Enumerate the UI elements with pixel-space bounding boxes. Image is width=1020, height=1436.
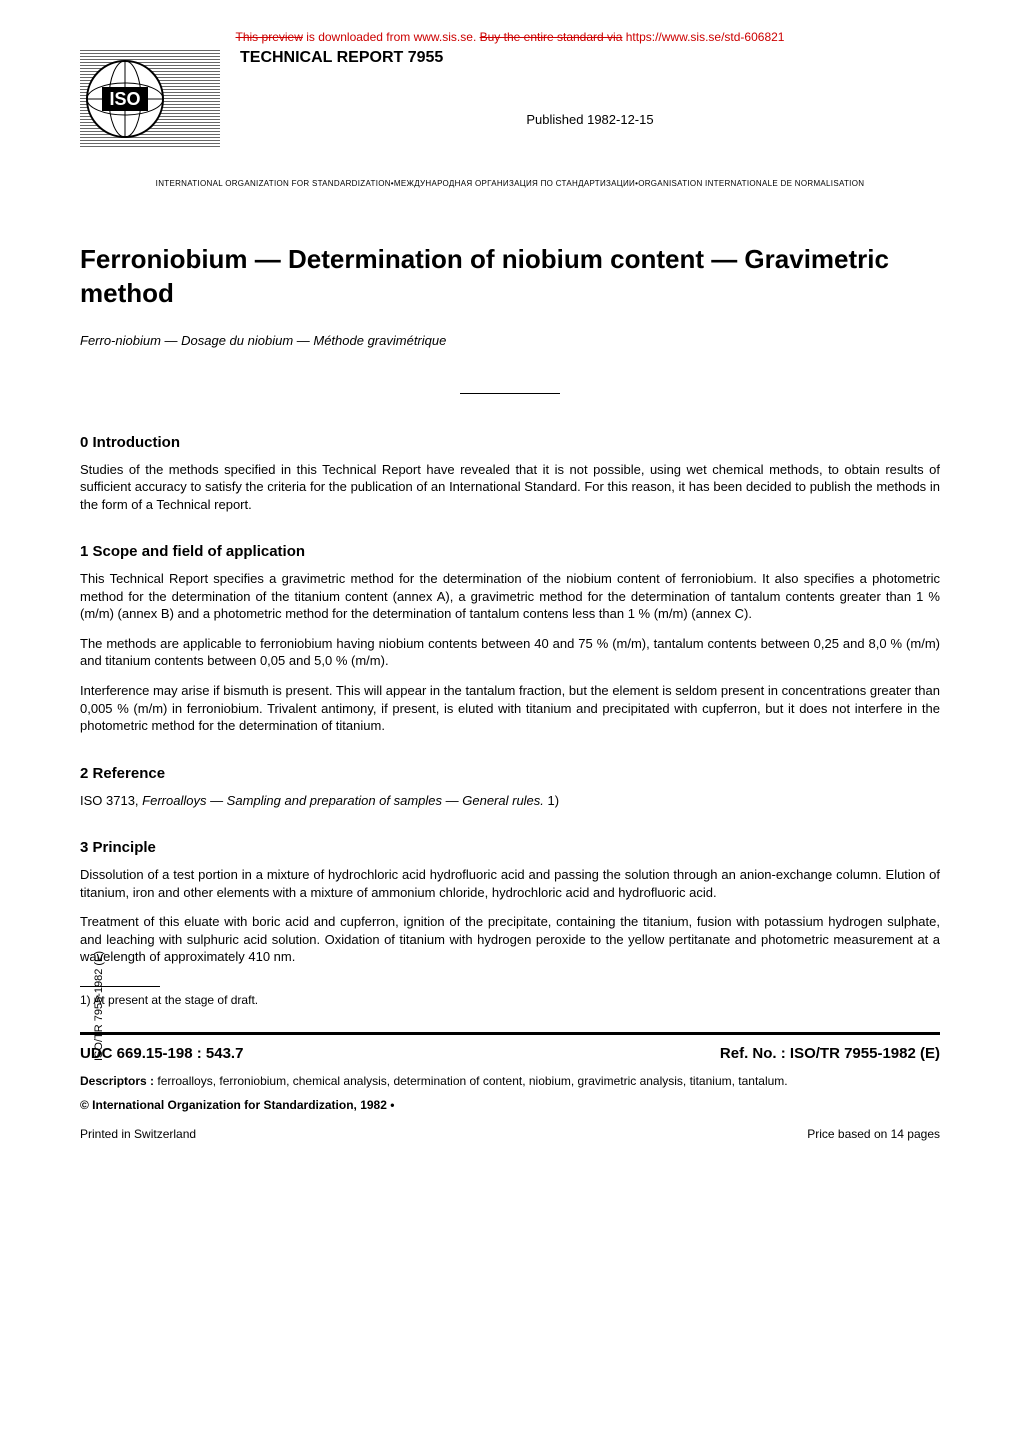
preview-banner: This preview is downloaded from www.sis.…	[80, 30, 940, 44]
section-0-p1: Studies of the methods specified in this…	[80, 461, 940, 514]
section-2-heading: 2 Reference	[80, 765, 940, 782]
printed-row: Printed in Switzerland Price based on 14…	[80, 1127, 940, 1141]
copyright-text: © International Organization for Standar…	[80, 1098, 394, 1112]
descriptors-text: ferroalloys, ferroniobium, chemical anal…	[157, 1074, 787, 1088]
section-2-sup: 1)	[544, 793, 559, 808]
section-3-p2: Treatment of this eluate with boric acid…	[80, 913, 940, 966]
subtitle: Ferro-niobium — Dosage du niobium — Méth…	[80, 333, 940, 348]
thick-rule	[80, 1032, 940, 1035]
footnote: 1) At present at the stage of draft.	[80, 993, 940, 1007]
header: ISO TECHNICAL REPORT 7955 Published 1982…	[80, 49, 940, 154]
printed-in: Printed in Switzerland	[80, 1127, 196, 1141]
section-2-p1: ISO 3713, Ferroalloys — Sampling and pre…	[80, 792, 940, 810]
divider	[460, 393, 560, 394]
report-label: TECHNICAL REPORT 7955	[240, 49, 940, 67]
footer-row: UDC 669.15-198 : 543.7 Ref. No. : ISO/TR…	[80, 1045, 940, 1062]
vertical-reference: ISO/TR 7955-1982 (E)	[93, 951, 105, 1061]
section-1-p1: This Technical Report specifies a gravim…	[80, 570, 940, 623]
published-date: Published 1982-12-15	[240, 112, 940, 127]
section-3-heading: 3 Principle	[80, 839, 940, 856]
iso-logo: ISO	[80, 49, 220, 154]
section-1-p3: Interference may arise if bismuth is pre…	[80, 682, 940, 735]
preview-strike-2: Buy the entire standard via	[480, 30, 623, 44]
section-1-heading: 1 Scope and field of application	[80, 543, 940, 560]
copyright: © International Organization for Standar…	[80, 1098, 940, 1112]
section-1-p2: The methods are applicable to ferroniobi…	[80, 635, 940, 670]
section-2-italic: Ferroalloys — Sampling and preparation o…	[142, 793, 544, 808]
descriptors: Descriptors : ferroalloys, ferroniobium,…	[80, 1074, 940, 1088]
descriptors-label: Descriptors :	[80, 1074, 157, 1088]
section-2-prefix: ISO 3713,	[80, 793, 142, 808]
ref-number: Ref. No. : ISO/TR 7955-1982 (E)	[720, 1045, 940, 1062]
price-note: Price based on 14 pages	[807, 1127, 940, 1141]
section-0-heading: 0 Introduction	[80, 434, 940, 451]
main-title: Ferroniobium — Determination of niobium …	[80, 243, 940, 311]
preview-text-1: is downloaded from www.sis.se.	[303, 30, 480, 44]
section-3-p1: Dissolution of a test portion in a mixtu…	[80, 866, 940, 901]
footnote-rule	[80, 986, 160, 987]
svg-text:ISO: ISO	[109, 89, 140, 109]
preview-text-2: https://www.sis.se/std-606821	[622, 30, 784, 44]
org-banner: INTERNATIONAL ORGANIZATION FOR STANDARDI…	[80, 179, 940, 188]
preview-strike-1: This preview	[236, 30, 303, 44]
